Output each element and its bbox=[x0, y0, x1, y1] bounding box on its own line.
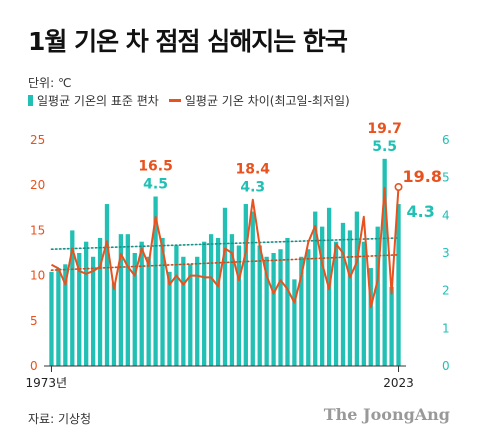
bar bbox=[181, 256, 186, 366]
line-value-label: 19.8 bbox=[403, 167, 442, 186]
legend-item-line: 일평균 기온 차이(최고일-최저일) bbox=[168, 92, 350, 109]
bar bbox=[278, 249, 283, 366]
right-axis-tick-label: 6 bbox=[442, 133, 450, 147]
bar bbox=[97, 237, 103, 366]
bar bbox=[347, 230, 353, 366]
bar bbox=[368, 268, 373, 366]
bar bbox=[396, 204, 401, 366]
bar bbox=[118, 234, 124, 366]
x-tick-label-end: 2023 bbox=[383, 376, 414, 390]
bar bbox=[70, 230, 75, 366]
bar-value-label: 4.3 bbox=[407, 202, 435, 221]
bar bbox=[333, 241, 339, 366]
left-axis: 0 5 10 15 20 25 bbox=[30, 133, 45, 373]
bar bbox=[375, 226, 380, 366]
legend-bar-label: 일평균 기온의 표준 편차 bbox=[37, 94, 159, 108]
bar bbox=[132, 253, 137, 366]
right-axis-tick-label: 2 bbox=[442, 284, 450, 298]
bar bbox=[292, 279, 297, 366]
bar bbox=[63, 264, 68, 366]
bar-value-label: 4.3 bbox=[240, 180, 265, 196]
line-trend-line bbox=[50, 254, 400, 271]
bar bbox=[340, 222, 346, 366]
series-line bbox=[51, 186, 400, 309]
bar bbox=[243, 204, 248, 366]
right-axis: 0 1 2 3 4 5 6 bbox=[442, 133, 450, 373]
bar bbox=[49, 271, 54, 366]
bar bbox=[222, 207, 228, 366]
bar bbox=[139, 241, 144, 366]
bar bbox=[208, 234, 214, 366]
bar bbox=[285, 237, 290, 366]
unit-label: 단위: ℃ bbox=[28, 76, 72, 90]
bar bbox=[361, 241, 366, 366]
left-axis-tick-label: 20 bbox=[30, 178, 45, 192]
left-axis-tick-label: 10 bbox=[30, 269, 45, 283]
bar bbox=[250, 211, 255, 366]
left-axis-tick-label: 15 bbox=[30, 223, 45, 237]
bar-series bbox=[49, 158, 401, 366]
bar bbox=[382, 158, 387, 366]
bar bbox=[188, 264, 193, 366]
x-axis: 1973년 2023 bbox=[25, 365, 414, 390]
source-note: 자료: 기상청 bbox=[28, 412, 92, 426]
right-axis-tick-label: 1 bbox=[442, 321, 450, 335]
bar bbox=[167, 271, 172, 366]
bar bbox=[389, 286, 394, 366]
bar bbox=[174, 245, 179, 366]
line-value-label: 18.4 bbox=[235, 162, 270, 178]
left-axis-tick-label: 0 bbox=[30, 359, 38, 373]
bar bbox=[90, 256, 96, 366]
bar bbox=[146, 256, 151, 366]
bar bbox=[306, 249, 311, 366]
bar-value-label: 4.5 bbox=[143, 177, 168, 193]
left-axis-tick-label: 5 bbox=[30, 314, 38, 328]
trend-lines bbox=[50, 237, 400, 271]
right-axis-tick-label: 4 bbox=[442, 208, 450, 222]
bar bbox=[125, 234, 130, 366]
legend-bar-swatch bbox=[28, 95, 33, 106]
bar bbox=[229, 234, 235, 366]
bar bbox=[84, 241, 89, 366]
bar bbox=[195, 256, 200, 366]
line-end-point bbox=[394, 183, 403, 192]
line-series bbox=[51, 183, 403, 309]
page-title: 1월 기온 차 점점 심해지는 한국 bbox=[28, 27, 348, 56]
bar-value-label: 5.5 bbox=[372, 139, 397, 155]
legend-line-swatch bbox=[168, 99, 181, 102]
line-value-label: 16.5 bbox=[138, 159, 173, 175]
line-value-label: 19.7 bbox=[367, 121, 402, 137]
right-axis-tick-label: 5 bbox=[442, 171, 450, 185]
left-axis-tick-label: 25 bbox=[30, 133, 45, 147]
bar bbox=[202, 241, 207, 366]
bar bbox=[313, 211, 318, 366]
bar bbox=[160, 237, 165, 366]
brand-logo: The JoongAng bbox=[323, 405, 450, 424]
bar bbox=[215, 237, 221, 366]
bar bbox=[104, 204, 110, 366]
bar bbox=[111, 283, 117, 366]
bar bbox=[236, 245, 242, 366]
annotations: 16.5 4.5 18.4 4.3 19.7 5.5 19.8 4.3 bbox=[138, 121, 442, 221]
bar bbox=[271, 253, 276, 366]
bar bbox=[299, 256, 304, 366]
bar bbox=[257, 245, 262, 366]
bar bbox=[56, 268, 61, 366]
bar bbox=[264, 256, 269, 366]
bar bbox=[77, 253, 82, 366]
right-axis-tick-label: 0 bbox=[442, 359, 450, 373]
right-axis-tick-label: 3 bbox=[442, 246, 450, 260]
bar bbox=[320, 226, 325, 366]
x-tick-label-start: 1973년 bbox=[25, 376, 67, 390]
bar-trend-line bbox=[50, 237, 400, 251]
bar bbox=[354, 211, 360, 366]
legend-line-label: 일평균 기온 차이(최고일-최저일) bbox=[184, 94, 350, 108]
legend: 일평균 기온의 표준 편차 일평균 기온 차이(최고일-최저일) bbox=[28, 92, 360, 109]
bar bbox=[153, 196, 158, 366]
legend-item-bar: 일평균 기온의 표준 편차 bbox=[28, 92, 159, 109]
